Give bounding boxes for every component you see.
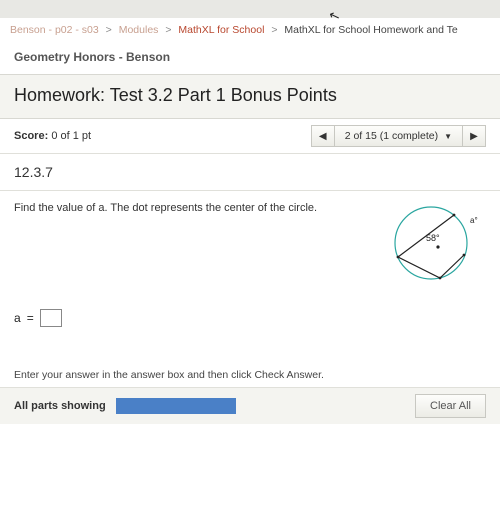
- question-id: 12.3.7: [0, 154, 500, 191]
- clear-all-button[interactable]: Clear All: [415, 394, 486, 418]
- next-question-button[interactable]: ▶: [462, 125, 486, 147]
- assignment-title: Homework: Test 3.2 Part 1 Bonus Points: [14, 85, 486, 106]
- breadcrumb-mathxl[interactable]: MathXL for School: [178, 24, 264, 36]
- breadcrumb-modules[interactable]: Modules: [119, 24, 159, 36]
- assignment-bar: Homework: Test 3.2 Part 1 Bonus Points: [0, 75, 500, 119]
- prev-question-button[interactable]: ◀: [311, 125, 335, 147]
- svg-text:a°: a°: [470, 216, 478, 225]
- bottom-bar: All parts showing Clear All: [0, 387, 500, 424]
- clear-all-label: Clear All: [430, 400, 471, 412]
- question-pager: ◀ 2 of 15 (1 complete) ▼ ▶: [311, 125, 486, 147]
- answer-lhs: a: [14, 311, 21, 325]
- answer-eq: =: [27, 311, 34, 325]
- breadcrumb: Benson - p02 - s03 > Modules > MathXL fo…: [0, 18, 500, 40]
- score-word: Score:: [14, 130, 48, 142]
- breadcrumb-sep3: >: [271, 24, 277, 36]
- pager-position-text: 2 of 15 (1 complete): [345, 130, 438, 142]
- answer-hint: Enter your answer in the answer box and …: [0, 347, 500, 387]
- course-title: Geometry Honors - Benson: [0, 40, 500, 75]
- question-position-dropdown[interactable]: 2 of 15 (1 complete) ▼: [335, 125, 462, 147]
- answer-input[interactable]: [40, 309, 62, 327]
- answer-row: a =: [0, 295, 500, 347]
- caret-left-icon: ◀: [319, 131, 327, 142]
- question-prompt: Find the value of a. The dot represents …: [14, 201, 362, 291]
- breadcrumb-current: MathXL for School Homework and Te: [284, 24, 457, 36]
- breadcrumb-dim: Benson - p02 - s03: [10, 24, 99, 36]
- parts-showing-text: All parts showing: [14, 400, 106, 412]
- circle-diagram: 58° a°: [376, 201, 486, 291]
- progress-bar: [116, 398, 236, 414]
- score-value: 0 of 1 pt: [51, 130, 91, 142]
- svg-text:58°: 58°: [426, 233, 440, 243]
- breadcrumb-sep: >: [106, 24, 112, 36]
- caret-down-icon: ▼: [444, 132, 452, 141]
- breadcrumb-sep2: >: [165, 24, 171, 36]
- score-label: Score: 0 of 1 pt: [14, 130, 91, 142]
- caret-right-icon: ▶: [470, 131, 478, 142]
